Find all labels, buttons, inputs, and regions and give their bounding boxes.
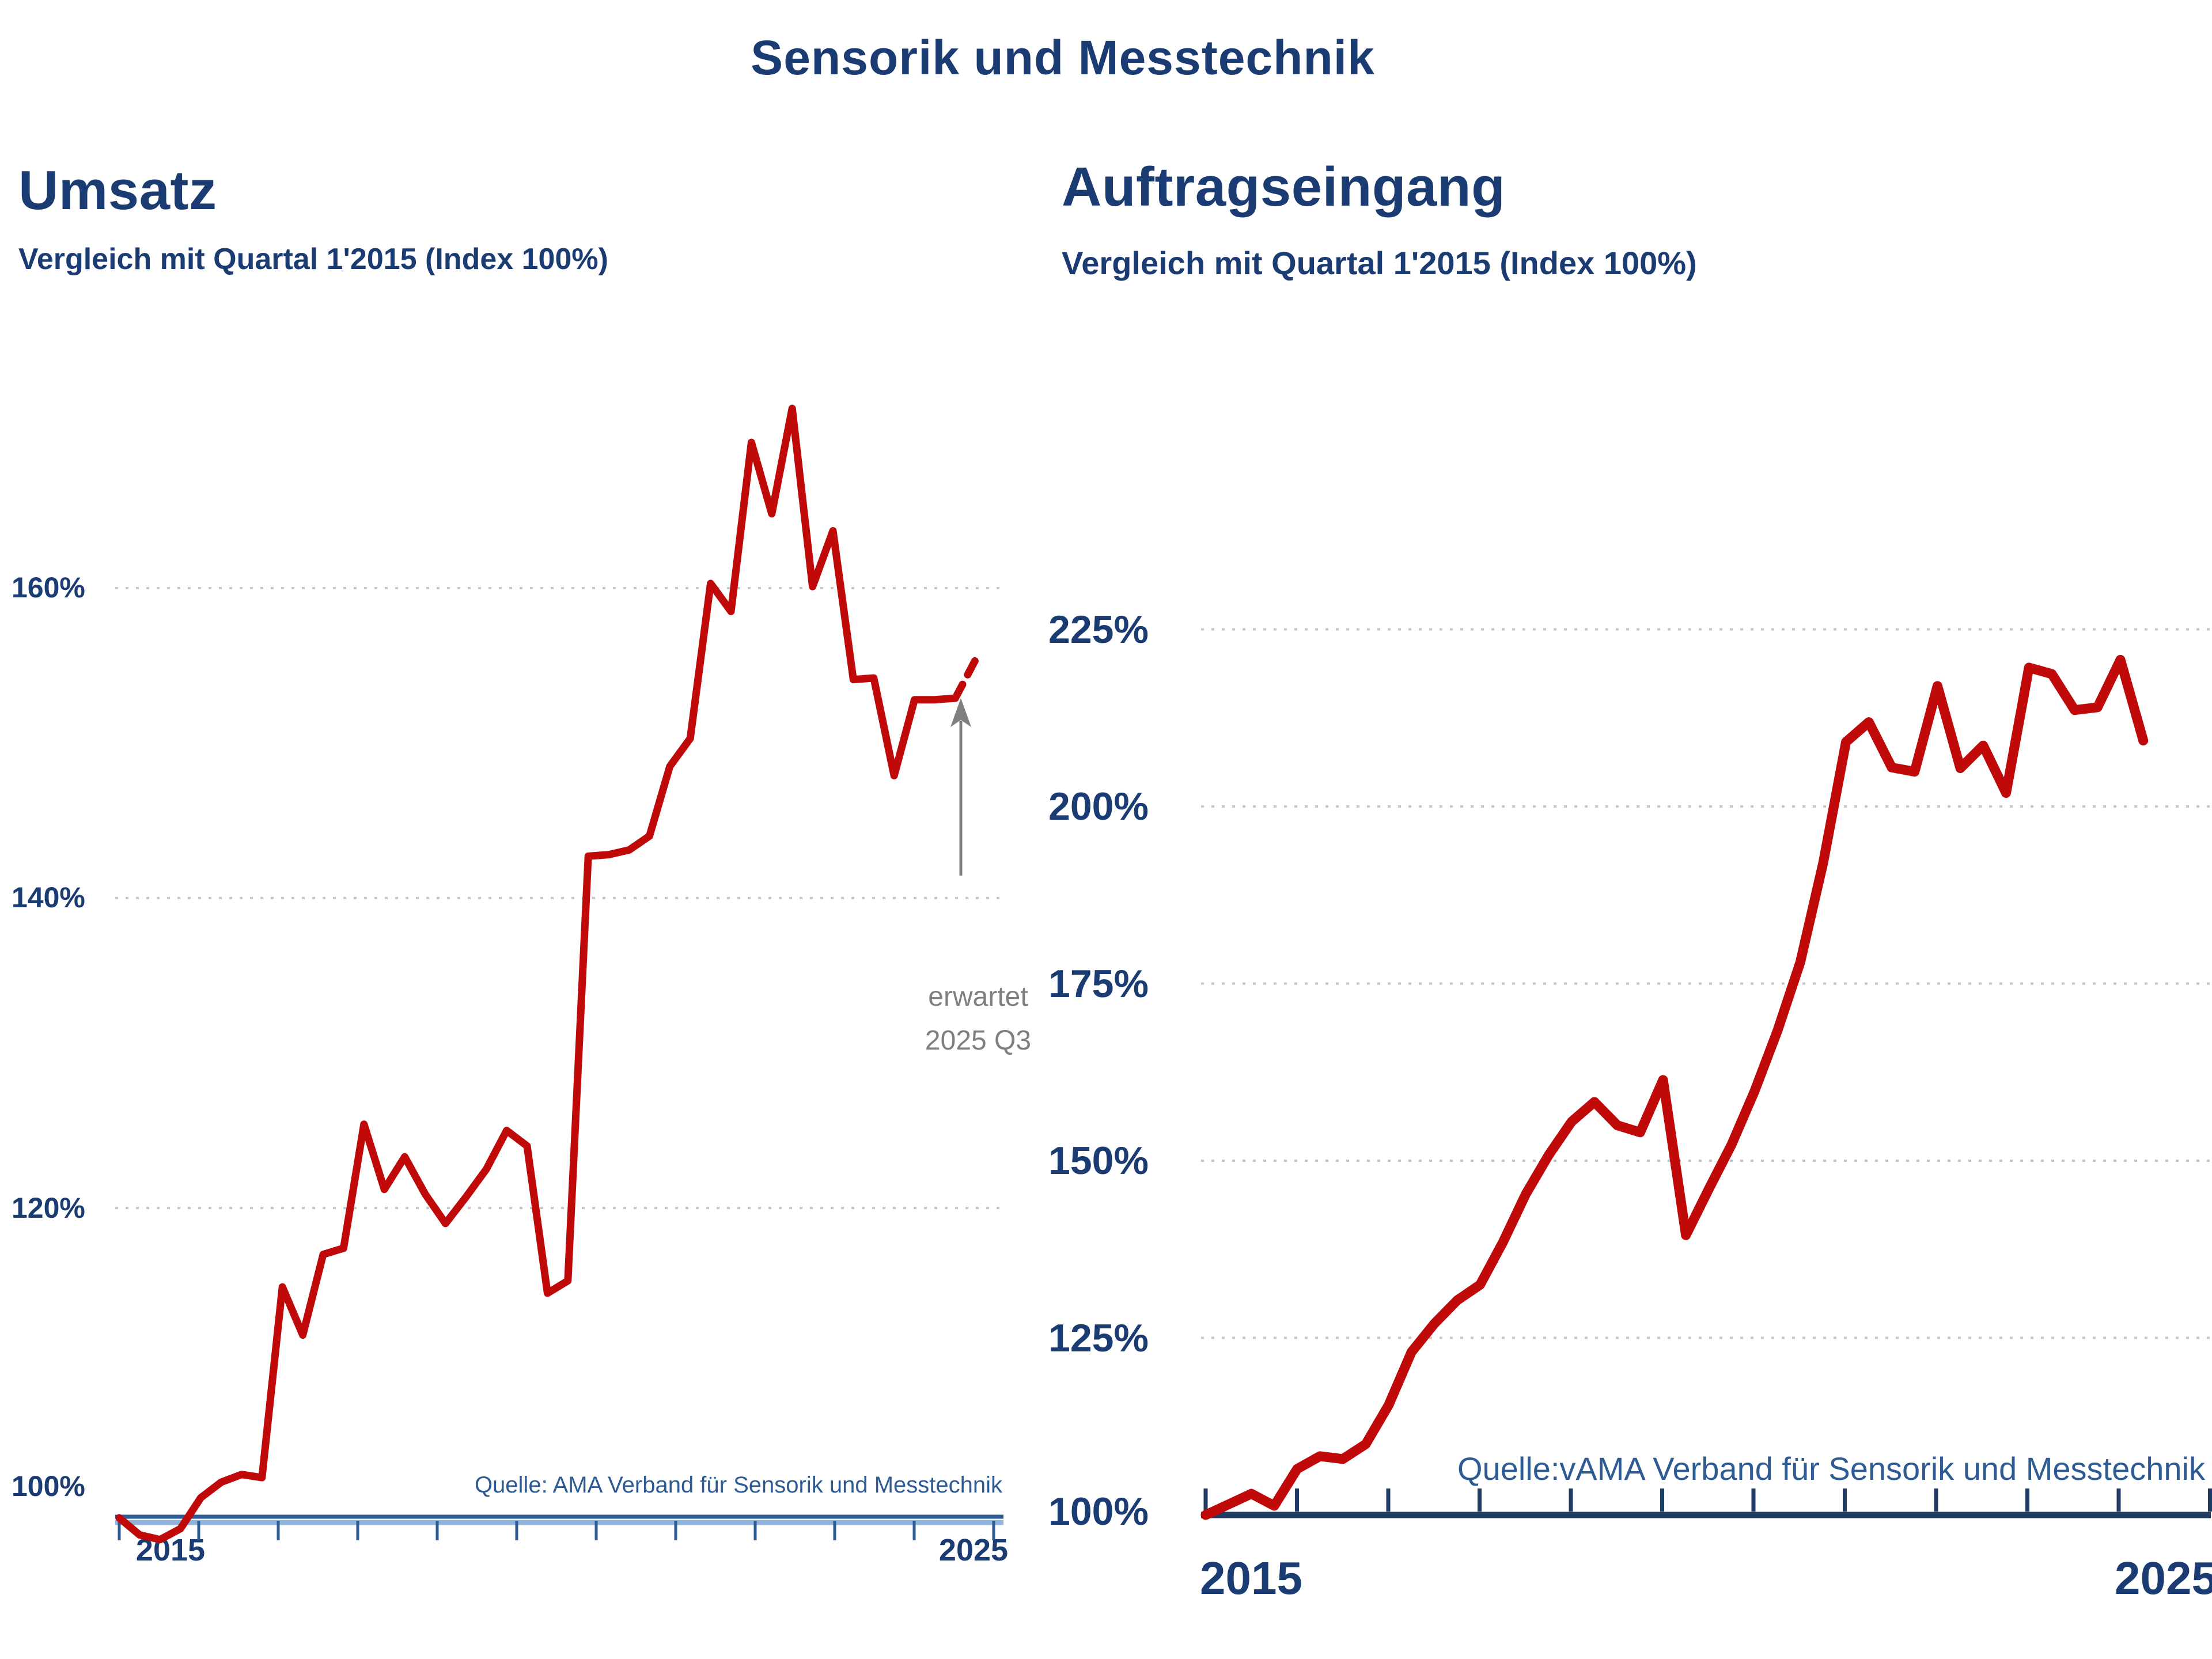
umsatz-x-label-2025: 2025 (938, 1533, 1009, 1567)
page-title: Sensorik und Messtechnik (751, 31, 1375, 85)
auftragseingang-y-label-200: 200% (1048, 785, 1149, 828)
auftragseingang-y-label-125: 125% (1048, 1316, 1149, 1360)
umsatz-line-chart (115, 404, 1003, 1544)
auftragseingang-y-label-100: 100% (1048, 1490, 1149, 1533)
umsatz-y-label-140: 140% (12, 881, 85, 914)
auftragseingang-y-label-225: 225% (1048, 608, 1149, 652)
forecast-arrow (950, 698, 971, 876)
auftragseingang-y-label-150: 150% (1048, 1139, 1149, 1183)
forecast-annotation-line2: 2025 Q3 (925, 1025, 1032, 1056)
auftragseingang-x-label-2025: 2025 (2115, 1552, 2212, 1604)
umsatz-chart-subtitle: Vergleich mit Quartal 1'2015 (Index 100%… (18, 243, 608, 276)
forecast-annotation-line1: erwartet (928, 982, 1028, 1012)
auftragseingang-y-label-175: 175% (1048, 962, 1149, 1006)
umsatz-y-label-120: 120% (12, 1192, 85, 1224)
auftragseingang-chart-title: Auftragseingang (1062, 156, 1506, 218)
auftragseingang-line-chart (1200, 628, 2212, 1520)
umsatz-y-label-100: 100% (12, 1470, 85, 1502)
umsatz-y-label-160: 160% (12, 571, 85, 604)
umsatz-x-label-2015: 2015 (135, 1533, 206, 1567)
umsatz-source-note: Quelle: AMA Verband für Sensorik und Mes… (474, 1472, 1002, 1498)
auftragseingang-chart-subtitle: Vergleich mit Quartal 1'2015 (Index 100%… (1062, 245, 1697, 281)
umsatz-chart-title: Umsatz (18, 160, 217, 221)
auftragseingang-source-note: Quelle:vAMA Verband für Sensorik und Mes… (1457, 1450, 2205, 1487)
auftragseingang-x-label-2015: 2015 (1200, 1552, 1302, 1604)
